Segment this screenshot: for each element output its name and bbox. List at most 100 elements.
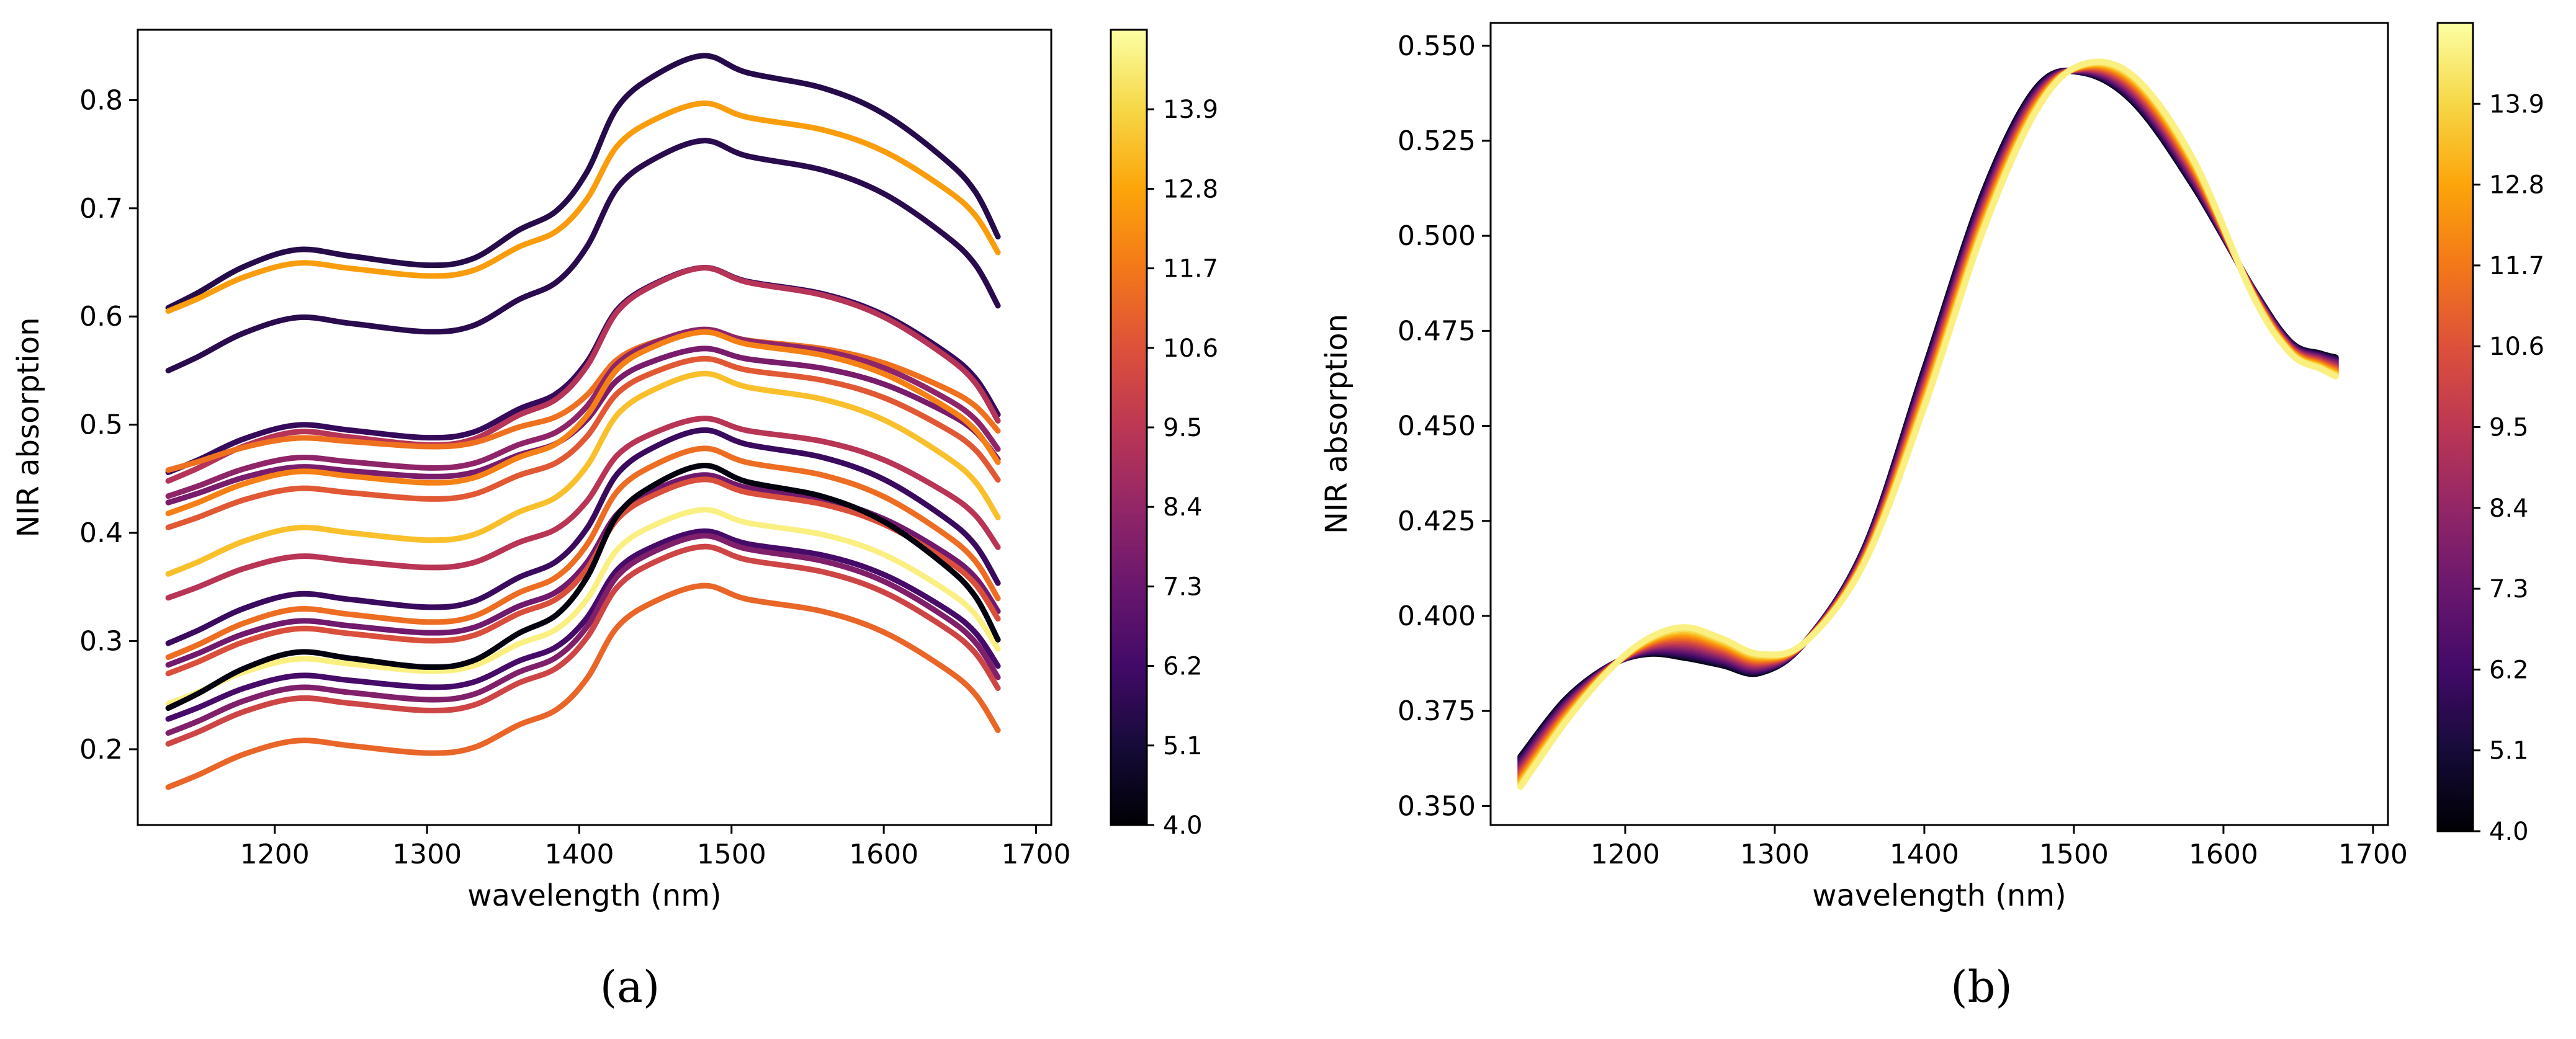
panel-b-colorbar-tick-label: 9.5 [2489,414,2529,442]
panel-b-spectrum-line [1517,68,2339,763]
panel-a-spectrum-line [165,582,1001,790]
panel-b-spectrum-line [1517,63,2339,780]
panel-a-spectrum-line [165,533,1001,736]
panel-b-x-tick-label: 1400 [1890,839,1959,870]
panel-b-colorbar-tick-label: 10.6 [2489,332,2544,361]
panel-b-colorbar-tick-label: 5.1 [2489,737,2529,765]
panel-b-x-tick-label: 1500 [2039,839,2109,870]
panel-a-spectrum-line [165,507,1001,707]
panel-b-x-axis-label: wavelength (nm) [1812,878,2067,913]
panel-b-spectrum-line [1517,59,2339,789]
panel-a-y-tick-label: 0.8 [79,84,123,116]
panel-a-colorbar-tick-label: 12.8 [1163,175,1218,203]
panel-a-colorbar-tick-label: 4.0 [1163,811,1203,840]
panel-b-spectrum-line [1517,65,2339,774]
panel-a-spectrum-line [165,445,1001,661]
panel-b-spectrum-line [1517,67,2339,766]
panel-b-colorbar-tick-label: 11.7 [2489,252,2544,280]
panel-b-x-tick-label: 1700 [2338,839,2408,870]
panel-a-x-axis-label: wavelength (nm) [467,878,722,913]
panel-b-y-axis-label: NIR absorption [1319,314,1354,534]
panel-a-spectrum-line [165,543,1001,747]
panel-b-y-tick-label: 0.400 [1398,600,1476,632]
panel-b-colorbar: 4.0 5.1 6.2 7.3 8.4 9.5 10.6 11.7 12.8 13.9 [2436,22,2544,846]
panel-b-colorbar-tick-label: 13.9 [2489,90,2544,118]
panel-a-colorbar-tick-label: 8.4 [1163,493,1203,522]
panel-a-spectrum-line [165,462,1001,711]
panel-a-spectrum-line [165,416,1001,601]
panel-b-y-tick-label: 0.425 [1398,506,1476,537]
panel-a-spectrum-line [165,138,1001,373]
panel-a-spectrum-line [165,528,1001,722]
panel-b-x-tick-label: 1300 [1740,839,1810,870]
panel-b-spectrum-line [1517,66,2339,772]
panel-a-spectrum-line [165,265,1001,484]
panel-b-spectrum-line [1517,64,2339,778]
panel-a-y-tick-label: 0.4 [79,517,123,549]
panel-b-spectrum-line [1517,63,2339,781]
panel-b-spectrum-line [1517,65,2339,777]
panel-a-spectrum-line [165,370,1001,577]
panel-b-spectrum-line [1517,61,2339,786]
panel-b-y-tick-label: 0.450 [1398,411,1476,442]
panel-a-spectrum-line [165,53,1001,311]
panel-b-caption: (b) [1950,961,2012,1012]
panel-a-colorbar-tick-label: 10.6 [1163,334,1218,363]
panel-b-frame [1489,22,2389,826]
panel-b-spectrum-line [1517,66,2339,770]
panel-a-spectrum-line [165,328,1001,473]
panel-a-y-axis-label: NIR absorption [11,317,46,537]
panel-b-spectrum-line [1517,66,2339,769]
panel-a-y-tick-label: 0.7 [79,193,123,225]
panel-a: 1200 1300 1400 1500 1600 1700 0.2 0.3 0.4 0.5 0.6… [11,29,1218,1012]
panel-a-caption: (a) [600,961,660,1012]
panel-a-y-tick-label: 0.2 [79,734,123,765]
panel-b-colorbar-tick-label: 8.4 [2489,494,2529,523]
panel-b-spectrum-line [1517,58,2339,790]
panel-b-x-tick-label: 1200 [1591,839,1660,870]
panel-a-x-tick-label: 1500 [697,839,766,870]
panel-a-colorbar-tick-label: 5.1 [1163,732,1203,760]
panel-b-x-ticks: 1200 1300 1400 1500 1600 1700 [1591,825,2408,870]
panel-a-x-tick-label: 1200 [240,839,310,870]
panel-a-colorbar-gradient [1110,29,1148,826]
panel-a-colorbar-tick-label: 7.3 [1163,573,1203,601]
panel-b-colorbar-tick-label: 6.2 [2489,656,2529,684]
panel-a-frame [137,29,1052,826]
panel-b-y-tick-label: 0.500 [1398,220,1476,252]
panel-a-colorbar-tick-label: 13.9 [1163,96,1218,124]
panel-a-colorbar-tick-label: 11.7 [1163,255,1218,283]
panel-a-y-tick-label: 0.6 [79,301,123,332]
panel-a-colorbar: 4.0 5.1 6.2 7.3 8.4 9.5 10.6 11.7 12.8 13.9 [1110,29,1218,840]
panel-b-spectrum-line [1517,67,2339,767]
panel-b-colorbar-tick-label: 7.3 [2489,575,2529,604]
panel-b-spectrum-line [1517,62,2339,783]
panel-b-y-ticks: 0.350 0.375 0.400 0.425 0.450 0.475 0.500 0.525… [1398,30,1491,822]
panel-a-y-tick-label: 0.5 [79,409,123,441]
panel-b-y-tick-label: 0.525 [1398,125,1476,157]
panel-a-x-tick-label: 1700 [1001,839,1070,870]
panel-b-spectrum-line [1517,60,2339,787]
panel-b-y-tick-label: 0.350 [1398,790,1476,822]
panel-b-lines [1517,58,2339,790]
panel-a-lines [165,53,1001,790]
panel-b-y-tick-label: 0.475 [1398,315,1476,347]
panel-b-x-tick-label: 1600 [2189,839,2258,870]
panel-b-spectrum-line [1517,61,2339,784]
panel-b-colorbar-tick-label: 12.8 [2489,171,2544,200]
panel-a-spectrum-line [165,326,1001,499]
panel-a-x-ticks: 1200 1300 1400 1500 1600 1700 [240,825,1070,870]
panel-a-spectrum-line [165,355,1001,530]
panel-b: 1200 1300 1400 1500 1600 1700 0.350 0.375 0.400… [1319,22,2544,1012]
panel-a-spectrum-line [165,100,1001,314]
panel-a-colorbar-tick-label: 6.2 [1163,653,1203,681]
panel-a-x-tick-label: 1400 [544,839,614,870]
panel-a-spectrum-line [165,329,1001,517]
panel-a-x-tick-label: 1600 [849,839,918,870]
panel-a-y-ticks: 0.2 0.3 0.4 0.5 0.6 0.7 0.8 [79,84,138,765]
panel-b-spectrum-line [1517,65,2339,775]
panel-b-y-tick-label: 0.550 [1398,30,1476,62]
panel-a-colorbar-tick-label: 9.5 [1163,414,1203,442]
panel-b-colorbar-gradient [2436,22,2474,832]
panel-b-y-tick-label: 0.375 [1398,695,1476,727]
